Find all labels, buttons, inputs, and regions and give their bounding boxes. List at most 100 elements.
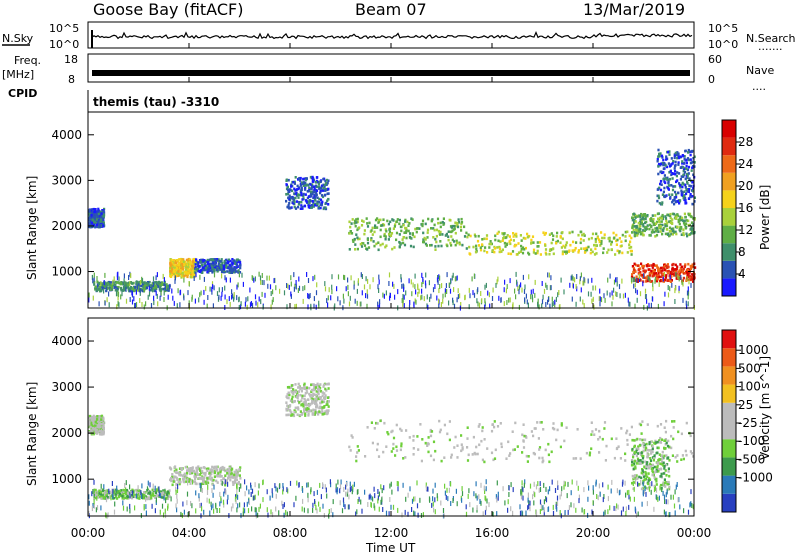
- echo-cell: [682, 221, 686, 225]
- echo-cell: [555, 438, 558, 442]
- echo-cell: [637, 268, 640, 272]
- echo-cell: [411, 218, 414, 221]
- echo-cell: [238, 483, 242, 486]
- echo-cell: [653, 270, 656, 273]
- echo-cell: [684, 177, 687, 181]
- echo-cell: [547, 299, 549, 305]
- echo-cell: [315, 204, 319, 207]
- echo-cell: [522, 274, 524, 280]
- echo-cell: [668, 459, 671, 462]
- echo-cell: [678, 217, 681, 221]
- echo-cell: [91, 225, 94, 229]
- echo-cell: [675, 180, 678, 184]
- echo-cell: [353, 237, 356, 241]
- echo-cell: [231, 258, 234, 261]
- echo-cell: [672, 437, 675, 441]
- echo-cell: [667, 187, 670, 190]
- echo-cell: [643, 304, 645, 310]
- echo-cell: [683, 190, 686, 193]
- echo-cell: [437, 279, 439, 285]
- echo-cell: [121, 495, 124, 498]
- echo-cell: [685, 219, 688, 222]
- noise-right-label: N.Search: [746, 32, 796, 45]
- echo-cell: [95, 218, 98, 221]
- echo-cell: [655, 480, 658, 483]
- echo-cell: [668, 220, 671, 223]
- echo-cell: [375, 242, 378, 246]
- echo-cell: [521, 251, 525, 255]
- echo-cell: [689, 228, 692, 231]
- echo-cell: [654, 278, 656, 284]
- echo-cell: [385, 244, 388, 247]
- echo-cell: [542, 428, 545, 431]
- echo-cell: [663, 301, 665, 307]
- echo-cell: [192, 260, 195, 263]
- echo-cell: [691, 228, 694, 231]
- echo-cell: [655, 277, 658, 281]
- echo-cell: [101, 494, 104, 497]
- echo-cell: [319, 383, 322, 386]
- echo-cell: [226, 472, 229, 475]
- echo-cell: [662, 461, 665, 465]
- echo-cell: [493, 425, 496, 429]
- echo-cell: [194, 268, 197, 271]
- echo-cell: [324, 183, 327, 187]
- echo-cell: [649, 457, 652, 460]
- echo-cell: [473, 233, 476, 237]
- echo-cell: [642, 445, 645, 449]
- echo-cell: [655, 468, 658, 472]
- echo-cell: [492, 458, 495, 462]
- echo-cell: [228, 473, 231, 476]
- echo-cell: [192, 258, 195, 261]
- echo-cell: [660, 454, 663, 458]
- echo-cell: [212, 478, 215, 482]
- echo-cell: [513, 233, 516, 237]
- echo-cell: [640, 432, 643, 435]
- echo-cell: [608, 239, 611, 243]
- echo-cell: [326, 400, 329, 403]
- echo-cell: [521, 451, 524, 454]
- echo-cell: [88, 211, 91, 215]
- echo-cell: [591, 250, 594, 254]
- echo-cell: [443, 423, 446, 427]
- echo-cell: [138, 280, 141, 284]
- echo-cell: [688, 279, 690, 285]
- echo-cell: [235, 472, 238, 476]
- echo-cell: [693, 155, 696, 159]
- echo-cell: [424, 222, 427, 226]
- echo-cell: [494, 234, 497, 238]
- echo-cell: [388, 272, 391, 278]
- echo-cell: [319, 191, 322, 195]
- echo-cell: [402, 283, 404, 289]
- echo-cell: [421, 294, 423, 300]
- echo-cell: [356, 445, 359, 448]
- echo-cell: [378, 303, 381, 309]
- echo-cell: [162, 489, 165, 492]
- echo-cell: [96, 225, 99, 229]
- echo-cell: [504, 500, 506, 506]
- echo-cell: [95, 222, 98, 225]
- echo-cell: [295, 395, 298, 399]
- echo-cell: [661, 457, 664, 460]
- echo-cell: [155, 275, 157, 281]
- echo-cell: [239, 304, 242, 310]
- echo-cell: [232, 483, 235, 486]
- echo-cell: [632, 270, 635, 274]
- echo-cell: [213, 465, 216, 469]
- echo-cell: [386, 431, 389, 434]
- echo-cell: [287, 391, 290, 395]
- echo-cell: [122, 488, 125, 492]
- echo-cell: [581, 233, 584, 237]
- echo-cell: [504, 236, 507, 240]
- echo-cell: [672, 185, 675, 188]
- echo-cell: [562, 244, 565, 248]
- echo-cell: [398, 222, 401, 226]
- echo-cell: [326, 396, 329, 399]
- echo-cell: [616, 292, 618, 297]
- echo-cell: [285, 413, 288, 417]
- echo-cell: [668, 485, 671, 489]
- echo-cell: [317, 205, 320, 209]
- echo-cell: [245, 297, 247, 303]
- echo-cell: [419, 423, 422, 426]
- echo-cell: [511, 430, 514, 433]
